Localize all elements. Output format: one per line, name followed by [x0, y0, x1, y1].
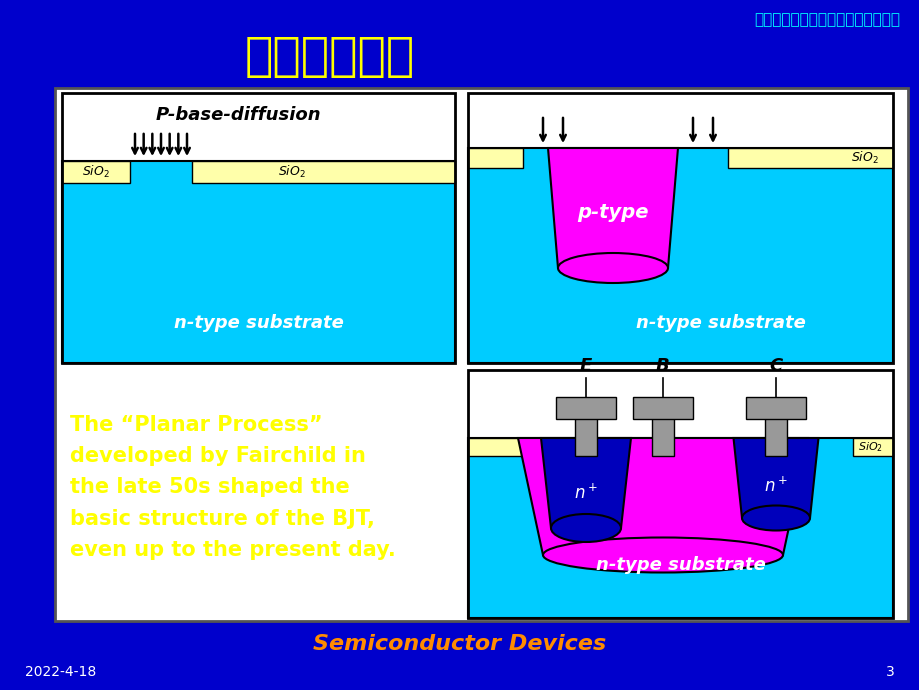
Text: The “Planar Process”
developed by Fairchild in
the late 50s shaped the
basic str: The “Planar Process” developed by Fairch… [70, 415, 395, 560]
Text: n-type substrate: n-type substrate [635, 314, 804, 332]
Text: p-type: p-type [576, 204, 648, 222]
Bar [632, 397, 692, 419]
Bar [468, 148, 892, 363]
Bar [574, 400, 596, 456]
Text: $n^+$: $n^+$ [573, 484, 597, 502]
Bar [62, 161, 130, 183]
Text: Semiconductor Devices: Semiconductor Devices [313, 634, 606, 654]
Text: P-base-diffusion: P-base-diffusion [155, 106, 321, 124]
Bar [555, 397, 616, 419]
Text: 双极型晶体管: 双极型晶体管 [244, 35, 414, 81]
Bar [727, 148, 892, 168]
Text: n-type substrate: n-type substrate [595, 556, 765, 574]
Text: $n^+$: $n^+$ [763, 476, 788, 495]
Ellipse shape [542, 538, 782, 573]
Text: $SiO_2$: $SiO_2$ [857, 440, 882, 454]
Bar [722, 438, 802, 456]
Text: C: C [768, 357, 782, 375]
Ellipse shape [550, 514, 620, 542]
Bar [652, 400, 674, 456]
Text: 中国科学技术大学物理系微电子专业: 中国科学技术大学物理系微电子专业 [754, 12, 899, 28]
Bar [745, 397, 805, 419]
Polygon shape [540, 438, 630, 528]
Ellipse shape [742, 506, 809, 531]
Bar [468, 370, 892, 618]
Bar [587, 438, 667, 456]
Bar [852, 438, 892, 456]
Polygon shape [732, 438, 818, 518]
Ellipse shape [558, 253, 667, 283]
Bar [583, 148, 673, 168]
Text: E: E [579, 357, 592, 375]
Text: $SiO_2$: $SiO_2$ [82, 164, 109, 180]
Bar [765, 400, 786, 456]
Bar [62, 93, 455, 363]
Bar [468, 148, 522, 168]
Text: 2022-4-18: 2022-4-18 [25, 665, 96, 679]
Polygon shape [517, 438, 807, 555]
Bar [468, 93, 892, 363]
Text: $SiO_2$: $SiO_2$ [850, 150, 878, 166]
Text: B: B [655, 357, 669, 375]
Bar [468, 438, 892, 618]
Bar [55, 88, 907, 621]
Bar [468, 438, 522, 456]
Text: $SiO_2$: $SiO_2$ [278, 164, 306, 180]
Bar [62, 161, 455, 363]
Polygon shape [548, 148, 677, 268]
Bar [192, 161, 455, 183]
Text: 3: 3 [885, 665, 894, 679]
Text: n-type substrate: n-type substrate [174, 314, 343, 332]
